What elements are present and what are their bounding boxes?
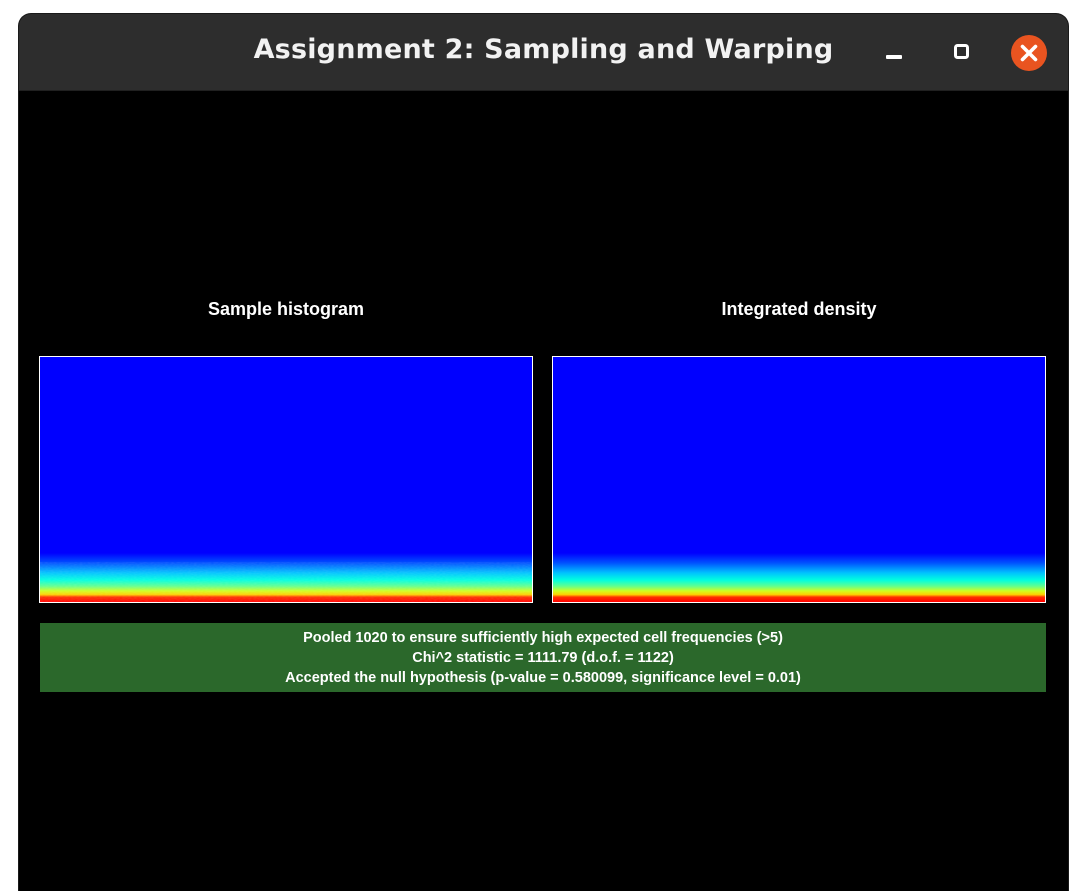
close-button[interactable]	[1010, 34, 1048, 72]
maximize-icon	[954, 44, 969, 59]
result-verdict-line: Accepted the null hypothesis (p-value = …	[285, 670, 801, 686]
main-canvas: Sample histogram Integrated density	[19, 91, 1068, 891]
chi-square-test-result: Pooled 1020 to ensure sufficiently high …	[40, 623, 1046, 692]
title-bar[interactable]: Assignment 2: Sampling and Warping	[19, 14, 1068, 91]
integrated-density-plot	[552, 356, 1046, 603]
window-title: Assignment 2: Sampling and Warping	[253, 34, 834, 65]
maximize-button[interactable]	[943, 34, 981, 72]
minimize-icon	[886, 55, 902, 59]
close-icon	[1011, 35, 1047, 71]
sample-histogram-title: Sample histogram	[207, 299, 365, 319]
app-window: Assignment 2: Sampling and Warping Sampl…	[19, 14, 1068, 891]
minimize-button[interactable]	[875, 34, 913, 72]
result-statistic-line: Chi^2 statistic = 1111.79 (d.o.f. = 1122…	[412, 650, 674, 666]
result-pooled-line: Pooled 1020 to ensure sufficiently high …	[303, 630, 783, 646]
sample-histogram-plot	[39, 356, 533, 603]
integrated-density-title: Integrated density	[721, 299, 877, 319]
